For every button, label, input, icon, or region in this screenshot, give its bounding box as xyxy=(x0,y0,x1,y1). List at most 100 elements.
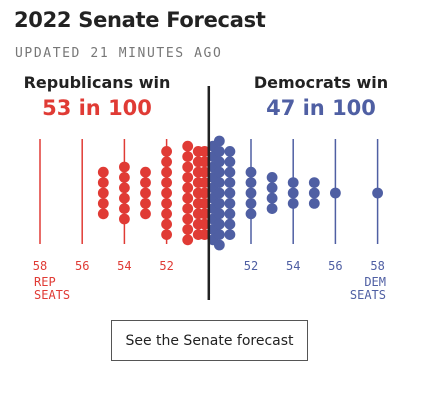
republican-outcome-dot xyxy=(119,182,130,194)
republican-outcome-dot xyxy=(161,218,173,230)
democrat-outcome-dot xyxy=(224,208,236,220)
republican-outcome-dot xyxy=(199,146,210,157)
democrat-outcome-dot xyxy=(287,187,299,199)
republican-outcome-dot xyxy=(199,156,210,168)
republican-outcome-dot xyxy=(97,166,109,178)
democrat-outcome-dot xyxy=(266,192,278,204)
democrat-outcome-dot xyxy=(213,218,225,230)
republican-outcome-dot xyxy=(182,213,194,225)
democrat-outcome-dot xyxy=(245,208,257,220)
republican-outcome-dot xyxy=(119,172,130,183)
republican-outcome-dot xyxy=(140,166,151,178)
democrat-outcome-dot xyxy=(213,187,225,199)
republican-outcome-dot xyxy=(140,187,151,199)
democrat-outcome-dot xyxy=(213,156,225,168)
republican-heading: Republicans win xyxy=(24,73,171,92)
republican-outcome-dot xyxy=(182,192,194,204)
republican-outcome-dot xyxy=(97,177,109,188)
republican-outcome-dot xyxy=(161,187,173,199)
democrat-outcome-dot xyxy=(245,198,257,209)
republican-outcome-dot xyxy=(182,234,194,246)
rep-tick-label-56: 56 xyxy=(75,259,89,273)
democrat-outcome-dot xyxy=(245,187,257,199)
democrat-outcome-dot xyxy=(224,146,236,157)
republican-outcome-dot xyxy=(161,198,173,209)
republican-outcome-dot xyxy=(119,213,130,225)
republican-outcome-dot xyxy=(182,140,194,152)
axis-captions: REP SEATS DEM SEATS xyxy=(34,275,386,302)
democrat-outcome-dot xyxy=(213,146,225,157)
democrat-outcome-dot xyxy=(213,239,225,251)
republican-outcome-dot xyxy=(182,182,194,194)
republican-outcome-dot xyxy=(199,218,210,230)
democrat-outcome-dot xyxy=(266,172,278,183)
senate-forecast-button[interactable]: See the Senate forecast xyxy=(111,320,308,361)
dem-tick-label-58: 58 xyxy=(370,259,384,273)
democrat-outcome-dot xyxy=(308,177,320,188)
republican-outcome-dot xyxy=(161,156,173,168)
republican-outcome-dot xyxy=(199,177,210,188)
rep-tick-label-54: 54 xyxy=(117,259,131,273)
democrat-outcome-dot xyxy=(266,203,278,215)
dem-axis-caption-line-2: SEATS xyxy=(350,288,386,302)
democrat-outcome-dot xyxy=(224,198,236,209)
democrat-outcome-dot xyxy=(372,187,383,199)
democrat-outcome-dot xyxy=(224,187,236,199)
republican-outcome-dot xyxy=(199,208,210,220)
democrat-outcome-dot xyxy=(224,229,236,241)
rep-axis-caption-line-2: SEATS xyxy=(34,288,70,302)
republican-outcome-dot xyxy=(119,203,130,215)
senate-forecast-chart: Republicans win 53 in 100 Democrats win … xyxy=(24,73,389,302)
republican-outcome-dot xyxy=(140,198,151,209)
rep-tick-label-58: 58 xyxy=(33,259,47,273)
republican-outcome-dot xyxy=(97,198,109,209)
republican-outcome-dot xyxy=(97,208,109,220)
republican-outcome-dot xyxy=(182,203,194,215)
dem-tick-label-52: 52 xyxy=(244,259,258,273)
democrat-outcome-dot xyxy=(245,177,257,188)
democrat-outcome-dot xyxy=(213,229,225,241)
democrat-outcome-dot xyxy=(287,177,299,188)
republican-outcome-dot xyxy=(161,208,173,220)
democrat-odds: 47 in 100 xyxy=(266,96,376,120)
dem-tick-label-56: 56 xyxy=(328,259,342,273)
republican-odds: 53 in 100 xyxy=(42,96,152,120)
republican-outcome-dot xyxy=(161,146,173,157)
democrat-outcome-dot xyxy=(224,156,236,168)
updated-timestamp: UPDATED 21 MINUTES AGO xyxy=(15,46,223,61)
republican-outcome-dot xyxy=(182,151,194,162)
democrat-outcome-dot xyxy=(213,208,225,220)
republican-outcome-dot xyxy=(97,187,109,199)
republican-outcome-dot xyxy=(182,224,194,235)
democrat-outcome-dot xyxy=(224,177,236,188)
rep-tick-label-52: 52 xyxy=(159,259,173,273)
democrat-outcome-dot xyxy=(213,135,225,147)
republican-outcome-dot xyxy=(119,161,130,173)
democrat-outcome-dot xyxy=(287,198,299,209)
democrat-outcome-dot xyxy=(224,218,236,230)
dem-tick-label-54: 54 xyxy=(286,259,300,273)
democrat-outcome-dot xyxy=(213,166,225,178)
republican-outcome-dot xyxy=(199,229,210,241)
republican-outcome-dot xyxy=(161,229,173,241)
republican-outcome-dot xyxy=(161,166,173,178)
republican-outcome-dot xyxy=(199,198,210,209)
dem-axis-caption-line-1: DEM xyxy=(364,275,386,289)
democrat-outcome-dot xyxy=(308,198,320,209)
page-title: 2022 Senate Forecast xyxy=(14,8,266,32)
democrat-outcome-dot xyxy=(266,182,278,194)
outcome-dots xyxy=(97,135,383,251)
republican-outcome-dot xyxy=(119,192,130,204)
republican-outcome-dot xyxy=(161,177,173,188)
democrat-heading: Democrats win xyxy=(254,73,388,92)
democrat-outcome-dot xyxy=(213,198,225,209)
republican-outcome-dot xyxy=(140,208,151,220)
republican-outcome-dot xyxy=(199,187,210,199)
democrat-outcome-dot xyxy=(224,166,236,178)
axis-tick-labels: 58 56 54 52 52 54 56 58 xyxy=(33,259,385,273)
party-headings: Republicans win 53 in 100 Democrats win … xyxy=(24,73,389,120)
republican-outcome-dot xyxy=(182,172,194,183)
republican-outcome-dot xyxy=(182,161,194,173)
republican-outcome-dot xyxy=(199,166,210,178)
republican-outcome-dot xyxy=(140,177,151,188)
